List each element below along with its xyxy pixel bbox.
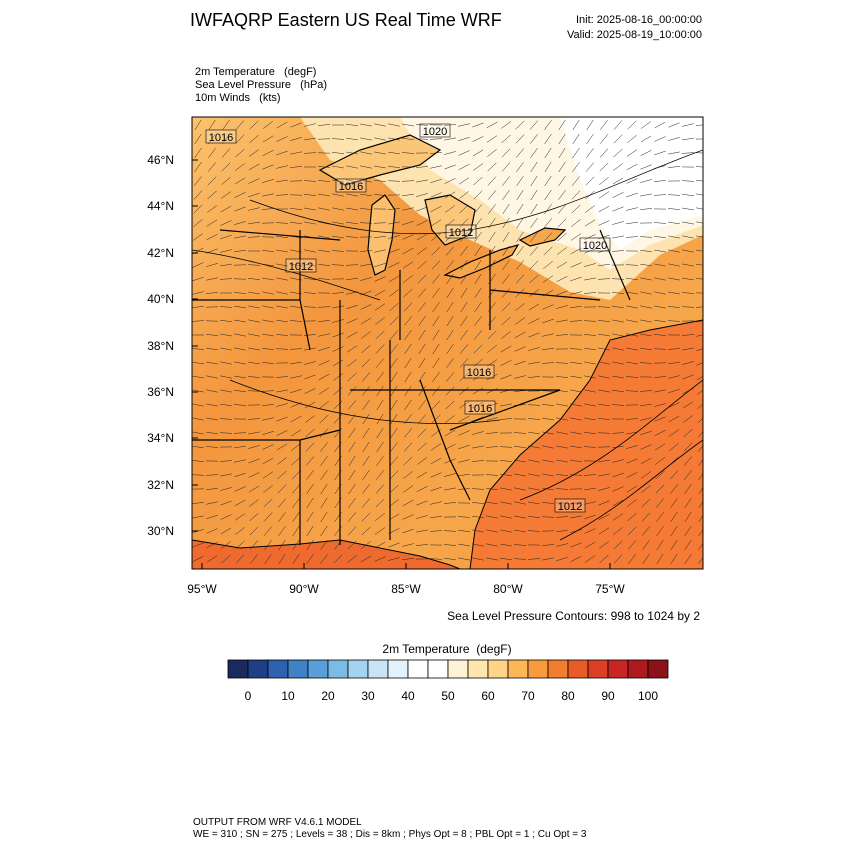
lat-label: 34°N (147, 431, 174, 445)
contour-label: 1016 (209, 132, 233, 144)
colorbar-tick-label: 80 (561, 689, 575, 703)
colorbar-box (527, 659, 549, 679)
contour-label-box (285, 258, 317, 273)
lon-label: 90°W (289, 582, 319, 596)
map (192, 117, 703, 569)
colorbar-tick-label: 100 (638, 689, 658, 703)
lon-label: 80°W (493, 582, 523, 596)
lake-erie (443, 244, 520, 279)
lat-label: 36°N (147, 385, 174, 399)
colorbar-tick-label: 50 (441, 689, 455, 703)
lon-label: 75°W (595, 582, 625, 596)
contour-label-box (464, 400, 496, 415)
contour-label-box (579, 237, 611, 252)
colorbar-box (627, 659, 649, 679)
colorbar-box (567, 659, 589, 679)
colorbar-box (447, 659, 469, 679)
lat-label: 46°N (147, 153, 174, 167)
contour-label-box (419, 123, 451, 138)
field-label: 10m Winds (kts) (195, 92, 281, 104)
colorbar-box (347, 659, 369, 679)
contour-label-box (445, 224, 477, 239)
colorbar-tick-label: 70 (521, 689, 535, 703)
colorbar-box (407, 659, 429, 679)
colorbar-box (507, 659, 529, 679)
lat-label: 40°N (147, 292, 174, 306)
contour-label-box (335, 178, 367, 193)
colorbar-title: 2m Temperature (degF) (382, 642, 511, 656)
map-labels: 46°N 44°N 42°N 40°N 38°N 36°N 34°N 32°N 30°N 95°W… (147, 123, 625, 596)
colorbar-tick-label: 30 (361, 689, 375, 703)
init-time: Init: 2025-08-16_00:00:00 (576, 14, 702, 26)
gulf (192, 539, 461, 569)
contour-label: 1012 (558, 501, 582, 513)
ocean (469, 319, 703, 569)
contour-label-box (463, 364, 495, 379)
colorbar-box (607, 659, 629, 679)
contour-label: 1016 (468, 403, 492, 415)
lat-label: 32°N (147, 478, 174, 492)
colorbar-box (247, 659, 269, 679)
contour-label-box (554, 498, 586, 513)
lon-label: 85°W (391, 582, 421, 596)
contour-label: 1012 (449, 227, 473, 239)
contour-label: 1020 (423, 126, 447, 138)
colorbar-box (547, 659, 569, 679)
lon-label: 95°W (187, 582, 217, 596)
colorbar-box (387, 659, 409, 679)
colorbar-box (267, 659, 289, 679)
colorbar-tick-label: 20 (321, 689, 335, 703)
contour-label: 1020 (583, 240, 607, 252)
isobars (192, 149, 703, 541)
state-lines (192, 229, 631, 545)
lat-label: 42°N (147, 246, 174, 260)
colorbar-tick-label: 0 (245, 689, 252, 703)
colorbar-box (587, 659, 609, 679)
field-label: 2m Temperature (degF) (195, 66, 316, 78)
cool-region (560, 117, 703, 250)
colorbar-box (487, 659, 509, 679)
colorbar-box (427, 659, 449, 679)
contour-note: Sea Level Pressure Contours: 998 to 1024… (447, 609, 700, 623)
contour-label: 1016 (339, 181, 363, 193)
colorbar-box (307, 659, 329, 679)
footer-line: WE = 310 ; SN = 275 ; Levels = 38 ; Dis … (193, 829, 587, 840)
lake-michigan (367, 194, 396, 276)
colorbar-tick-label: 10 (281, 689, 295, 703)
field-label: Sea Level Pressure (hPa) (195, 79, 327, 91)
colorbar-box (647, 659, 669, 679)
colorbar-tick-label: 90 (601, 689, 615, 703)
colorbar-box (227, 659, 249, 679)
lat-label: 38°N (147, 339, 174, 353)
lat-label: 44°N (147, 199, 174, 213)
contour-label: 1012 (289, 261, 313, 273)
colorbar: 0 10 20 30 40 50 60 70 80 90 100 (227, 659, 669, 703)
valid-time: Valid: 2025-08-19_10:00:00 (567, 29, 702, 41)
colorbar-box (287, 659, 309, 679)
lake-superior (318, 134, 442, 186)
lake-ontario (518, 227, 567, 247)
title: IWFAQRP Eastern US Real Time WRF (190, 10, 502, 30)
colorbar-box (327, 659, 349, 679)
colorbar-box (367, 659, 389, 679)
colorbar-box (467, 659, 489, 679)
contour-label-box (205, 129, 237, 144)
colorbar-tick-label: 40 (401, 689, 415, 703)
contour-label: 1016 (467, 367, 491, 379)
map-frame (191, 116, 704, 570)
lat-label: 30°N (147, 524, 174, 538)
colorbar-tick-label: 60 (481, 689, 495, 703)
wind-barbs (192, 119, 703, 565)
footer-line: OUTPUT FROM WRF V4.6.1 MODEL (193, 817, 362, 828)
